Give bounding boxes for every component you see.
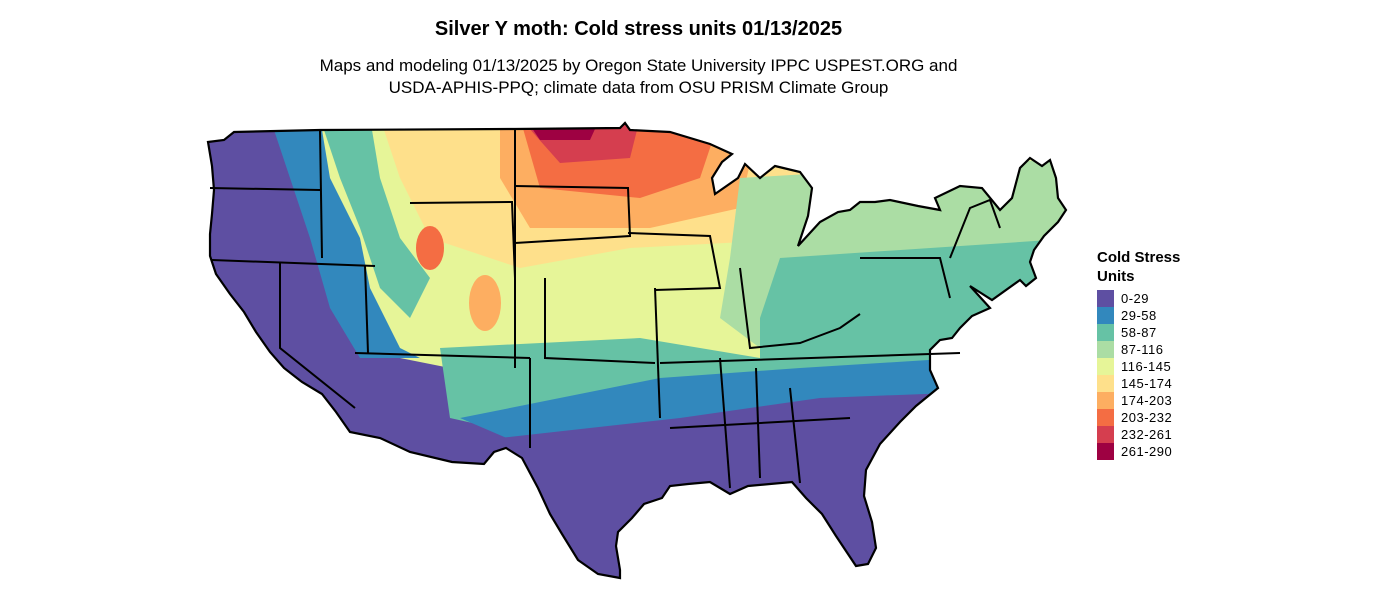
map-subtitle: Maps and modeling 01/13/2025 by Oregon S…	[0, 55, 1277, 99]
state-borders	[209, 128, 1001, 489]
legend-label: 145-174	[1121, 376, 1173, 391]
legend-label: 232-261	[1121, 427, 1173, 442]
subtitle-line-1: Maps and modeling 01/13/2025 by Oregon S…	[319, 56, 958, 75]
border-gulf-states	[669, 417, 851, 429]
border-az-nm-north	[354, 352, 531, 359]
legend-item: 29-58	[1097, 307, 1180, 324]
legend-swatch	[1097, 409, 1114, 426]
border-wa-or	[209, 187, 321, 191]
band-rockies-203-232	[416, 226, 444, 270]
map-title: Silver Y moth: Cold stress units 01/13/2…	[434, 18, 843, 40]
legend-title-line-2: Units	[1097, 268, 1135, 285]
border-ny	[949, 198, 1001, 259]
cold-stress-bands	[208, 123, 1066, 578]
border-dakotas	[514, 185, 632, 244]
legend-item: 232-261	[1097, 426, 1180, 443]
border-nv-ut	[364, 265, 369, 354]
legend: Cold Stress Units 0-29 29-58 58-87 87-116 11…	[1097, 248, 1180, 460]
border-ca-nv	[279, 263, 356, 409]
band-colorado-174-203	[469, 275, 501, 331]
border-tn-nc	[659, 352, 961, 364]
border-ga	[789, 387, 801, 484]
legend-item: 87-116	[1097, 341, 1180, 358]
border-pa	[860, 257, 951, 299]
legend-swatch	[1097, 392, 1114, 409]
legend-label: 203-232	[1121, 410, 1173, 425]
subtitle-line-2: USDA-APHIS-PPQ; climate data from OSU PR…	[388, 78, 889, 97]
border-al	[755, 367, 761, 479]
legend-swatch	[1097, 307, 1114, 324]
band-northwest-58-87	[320, 123, 430, 318]
legend-swatch	[1097, 324, 1114, 341]
legend-swatch	[1097, 426, 1114, 443]
legend-swatch	[1097, 290, 1114, 307]
us-cold-stress-map	[206, 121, 1068, 580]
border-oh-valley	[739, 267, 861, 350]
legend-title-line-1: Cold Stress	[1097, 249, 1181, 266]
legend-label: 29-58	[1121, 308, 1157, 323]
border-mo-ar	[654, 287, 661, 419]
band-west-29-58	[270, 123, 420, 358]
legend-swatch	[1097, 375, 1114, 392]
legend-item: 116-145	[1097, 358, 1180, 375]
border-id-west	[319, 129, 323, 259]
legend-swatch	[1097, 341, 1114, 358]
border-ks	[544, 278, 656, 364]
legend-label: 87-116	[1121, 342, 1164, 357]
legend-swatch	[1097, 358, 1114, 375]
legend-item: 58-87	[1097, 324, 1180, 341]
border-or-nv	[211, 259, 376, 267]
legend-label: 116-145	[1121, 359, 1172, 374]
legend-label: 261-290	[1121, 444, 1173, 459]
legend-label: 174-203	[1121, 393, 1173, 408]
legend-swatch	[1097, 443, 1114, 460]
legend-item: 261-290	[1097, 443, 1180, 460]
legend-item: 145-174	[1097, 375, 1180, 392]
border-ia	[627, 232, 722, 291]
legend-items: 0-29 29-58 58-87 87-116 116-145 145-174 174-20…	[1097, 290, 1180, 460]
legend-item: 0-29	[1097, 290, 1180, 307]
legend-item: 203-232	[1097, 409, 1180, 426]
legend-label: 0-29	[1121, 291, 1150, 306]
legend-item: 174-203	[1097, 392, 1180, 409]
border-ms	[719, 357, 731, 489]
legend-label: 58-87	[1121, 325, 1157, 340]
legend-title: Cold Stress Units	[1097, 248, 1180, 286]
